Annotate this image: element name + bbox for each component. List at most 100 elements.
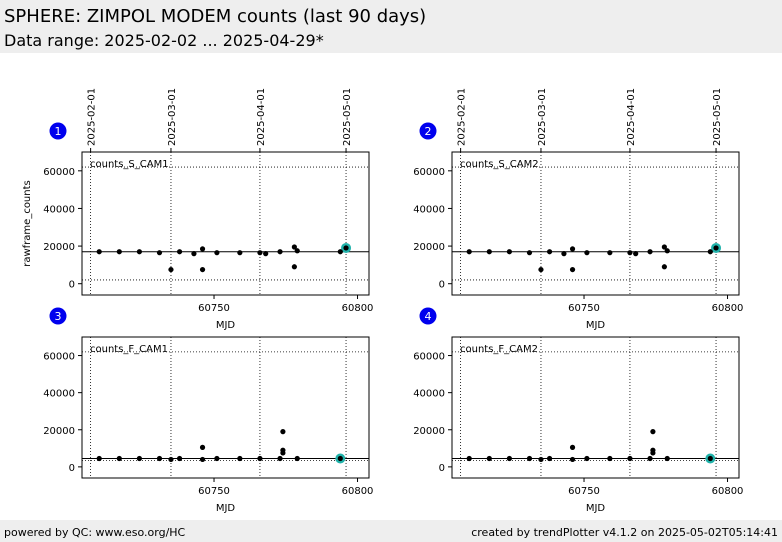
- data-point: [607, 250, 613, 256]
- plot-frame: [81, 336, 370, 479]
- y-tick-label: 0: [69, 280, 75, 291]
- x-axis-label: MJD: [586, 503, 606, 514]
- y-axis-label: rawframe_counts: [22, 180, 33, 267]
- data-point: [546, 249, 553, 255]
- data-point: [199, 444, 206, 450]
- data-point: [707, 249, 713, 255]
- data-point: [526, 250, 533, 256]
- y-tick-label: 40000: [43, 389, 75, 400]
- data-point: [291, 264, 297, 270]
- data-point: [257, 455, 263, 462]
- data-point: [569, 266, 576, 273]
- data-point: [713, 245, 719, 251]
- series-label: counts_F_CAM1: [90, 344, 168, 355]
- data-point: [561, 251, 567, 257]
- top-date-label: 2025-04-01: [256, 88, 267, 146]
- y-tick-label: 20000: [43, 426, 75, 437]
- data-point: [156, 455, 163, 462]
- data-point: [661, 264, 667, 270]
- plot-frame: [451, 336, 740, 479]
- data-point: [486, 455, 492, 462]
- panel-number-label: 2: [425, 125, 432, 138]
- data-point: [136, 455, 142, 462]
- y-tick-label: 60000: [413, 167, 445, 178]
- data-point: [294, 455, 300, 462]
- data-point: [664, 248, 670, 254]
- data-point: [96, 249, 102, 255]
- x-tick-label: 60750: [568, 303, 600, 314]
- x-tick-label: 60800: [342, 486, 374, 497]
- data-point: [96, 455, 102, 462]
- plot-panel-4: 0 20000 40000 60000 60750 60800 MJD counts_F_CA…: [413, 307, 744, 514]
- y-tick-label: 60000: [43, 167, 75, 178]
- y-tick-label: 0: [439, 280, 445, 291]
- report-header: SPHERE: ZIMPOL MODEM counts (last 90 day…: [0, 0, 782, 53]
- top-date-label: 2025-02-01: [87, 88, 98, 146]
- data-point: [538, 456, 544, 463]
- x-tick-label: 60750: [198, 486, 230, 497]
- data-point: [506, 455, 512, 462]
- data-point: [546, 455, 553, 462]
- data-point: [191, 251, 197, 257]
- y-tick-label: 60000: [413, 352, 445, 363]
- x-tick-label: 60800: [342, 303, 374, 314]
- x-axis-label: MJD: [586, 320, 606, 331]
- data-point: [168, 266, 174, 273]
- data-point: [277, 249, 283, 255]
- x-tick-label: 60750: [568, 486, 600, 497]
- top-date-label: 2025-03-01: [537, 88, 548, 146]
- data-point: [337, 455, 343, 462]
- data-point: [294, 248, 300, 254]
- data-point: [707, 455, 713, 462]
- plot-panel-2: 0 20000 40000 60000 60750 60800 MJD 2025-02-01 2…: [413, 88, 743, 331]
- data-point: [569, 456, 576, 463]
- data-point: [607, 455, 613, 462]
- data-point: [168, 456, 174, 463]
- panel-number-badge: [49, 122, 67, 140]
- panel-number-badge: [419, 307, 437, 325]
- page-title: SPHERE: ZIMPOL MODEM counts (last 90 day…: [4, 6, 427, 27]
- data-point: [214, 455, 220, 462]
- data-point: [199, 246, 206, 252]
- x-tick-label: 60800: [712, 486, 744, 497]
- data-point: [343, 245, 349, 251]
- data-point: [176, 455, 183, 462]
- data-point: [337, 249, 343, 255]
- x-tick-label: 60800: [712, 303, 744, 314]
- plot-panel-3: 0 20000 40000 60000 60750 60800 MJD counts_F_CA…: [43, 307, 374, 514]
- data-point: [466, 455, 472, 462]
- series-label: counts_S_CAM2: [460, 159, 539, 170]
- plot-panel-1: 0 20000 40000 60000 60750 60800 MJD rawframe_co…: [22, 88, 373, 331]
- panel-number-label: 3: [55, 310, 62, 323]
- plot-frame: [81, 151, 370, 296]
- data-point: [156, 250, 163, 256]
- x-axis-label: MJD: [216, 320, 236, 331]
- x-tick-label: 60750: [198, 303, 230, 314]
- series-label: counts_F_CAM2: [460, 344, 538, 355]
- data-point: [280, 429, 286, 435]
- data-point: [633, 251, 639, 257]
- data-point: [526, 455, 533, 462]
- data-point: [277, 455, 283, 462]
- top-date-label: 2025-05-01: [712, 88, 723, 146]
- top-date-label: 2025-05-01: [342, 88, 353, 146]
- data-point: [650, 447, 656, 453]
- y-tick-label: 60000: [43, 352, 75, 363]
- data-point: [263, 251, 269, 257]
- data-point: [257, 250, 263, 256]
- data-point: [647, 249, 653, 255]
- data-point: [486, 249, 492, 255]
- data-point: [214, 250, 220, 256]
- data-point: [584, 455, 590, 462]
- series-label: counts_S_CAM1: [90, 159, 169, 170]
- x-axis-label: MJD: [216, 503, 236, 514]
- data-point: [538, 266, 544, 273]
- data-point: [506, 249, 512, 255]
- data-point: [569, 246, 576, 252]
- data-point: [116, 249, 122, 255]
- plot-frame: [451, 151, 740, 296]
- report-footer: powered by QC: www.eso.org/HC created by…: [0, 520, 782, 542]
- y-tick-label: 0: [69, 463, 75, 474]
- data-point: [116, 455, 122, 462]
